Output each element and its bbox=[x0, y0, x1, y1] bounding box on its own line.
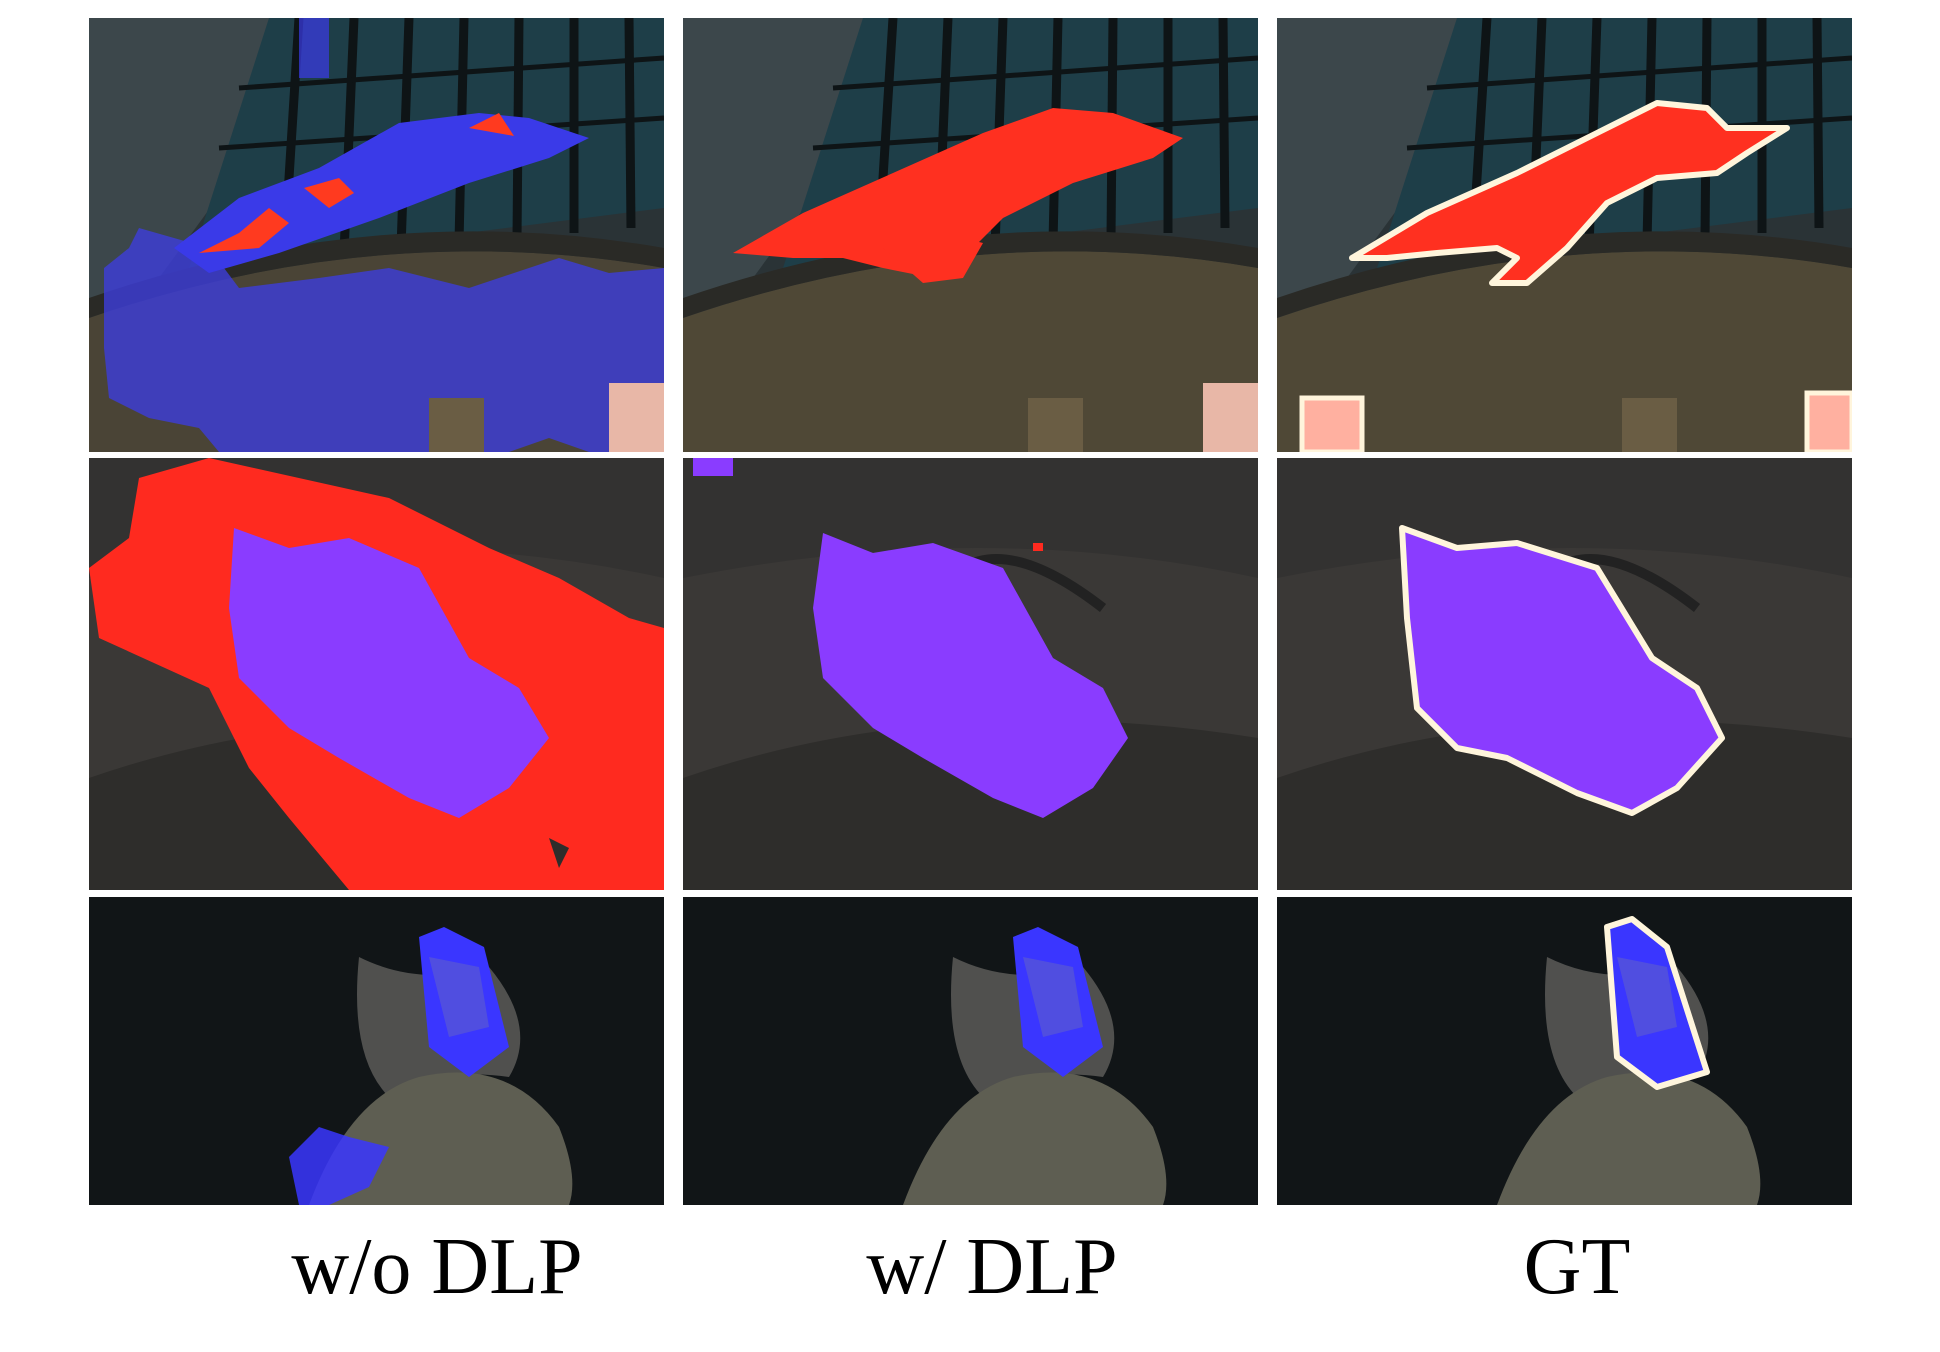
panel-puppy-gt bbox=[1277, 458, 1852, 890]
boat-wo-dlp-image bbox=[89, 897, 664, 1205]
airplane-wo-dlp-image bbox=[89, 18, 664, 452]
caption-wo-dlp: w/o DLP bbox=[291, 1223, 583, 1311]
puppy-gt-image bbox=[1277, 458, 1852, 890]
panel-boat-wo-dlp bbox=[89, 897, 664, 1205]
caption-gt: GT bbox=[1523, 1223, 1631, 1311]
boat-gt-image bbox=[1277, 897, 1852, 1205]
caption-w-dlp: w/ DLP bbox=[866, 1223, 1118, 1311]
puppy-wo-dlp-image bbox=[89, 458, 664, 890]
boat-w-dlp-image bbox=[683, 897, 1258, 1205]
panel-airplane-gt bbox=[1277, 18, 1852, 452]
panel-puppy-w-dlp bbox=[683, 458, 1258, 890]
airplane-w-dlp-image bbox=[683, 18, 1258, 452]
panel-boat-gt bbox=[1277, 897, 1852, 1205]
panel-boat-w-dlp bbox=[683, 897, 1258, 1205]
airplane-gt-image bbox=[1277, 18, 1852, 452]
panel-puppy-wo-dlp bbox=[89, 458, 664, 890]
panel-airplane-w-dlp bbox=[683, 18, 1258, 452]
panel-airplane-wo-dlp bbox=[89, 18, 664, 452]
puppy-w-dlp-image bbox=[683, 458, 1258, 890]
